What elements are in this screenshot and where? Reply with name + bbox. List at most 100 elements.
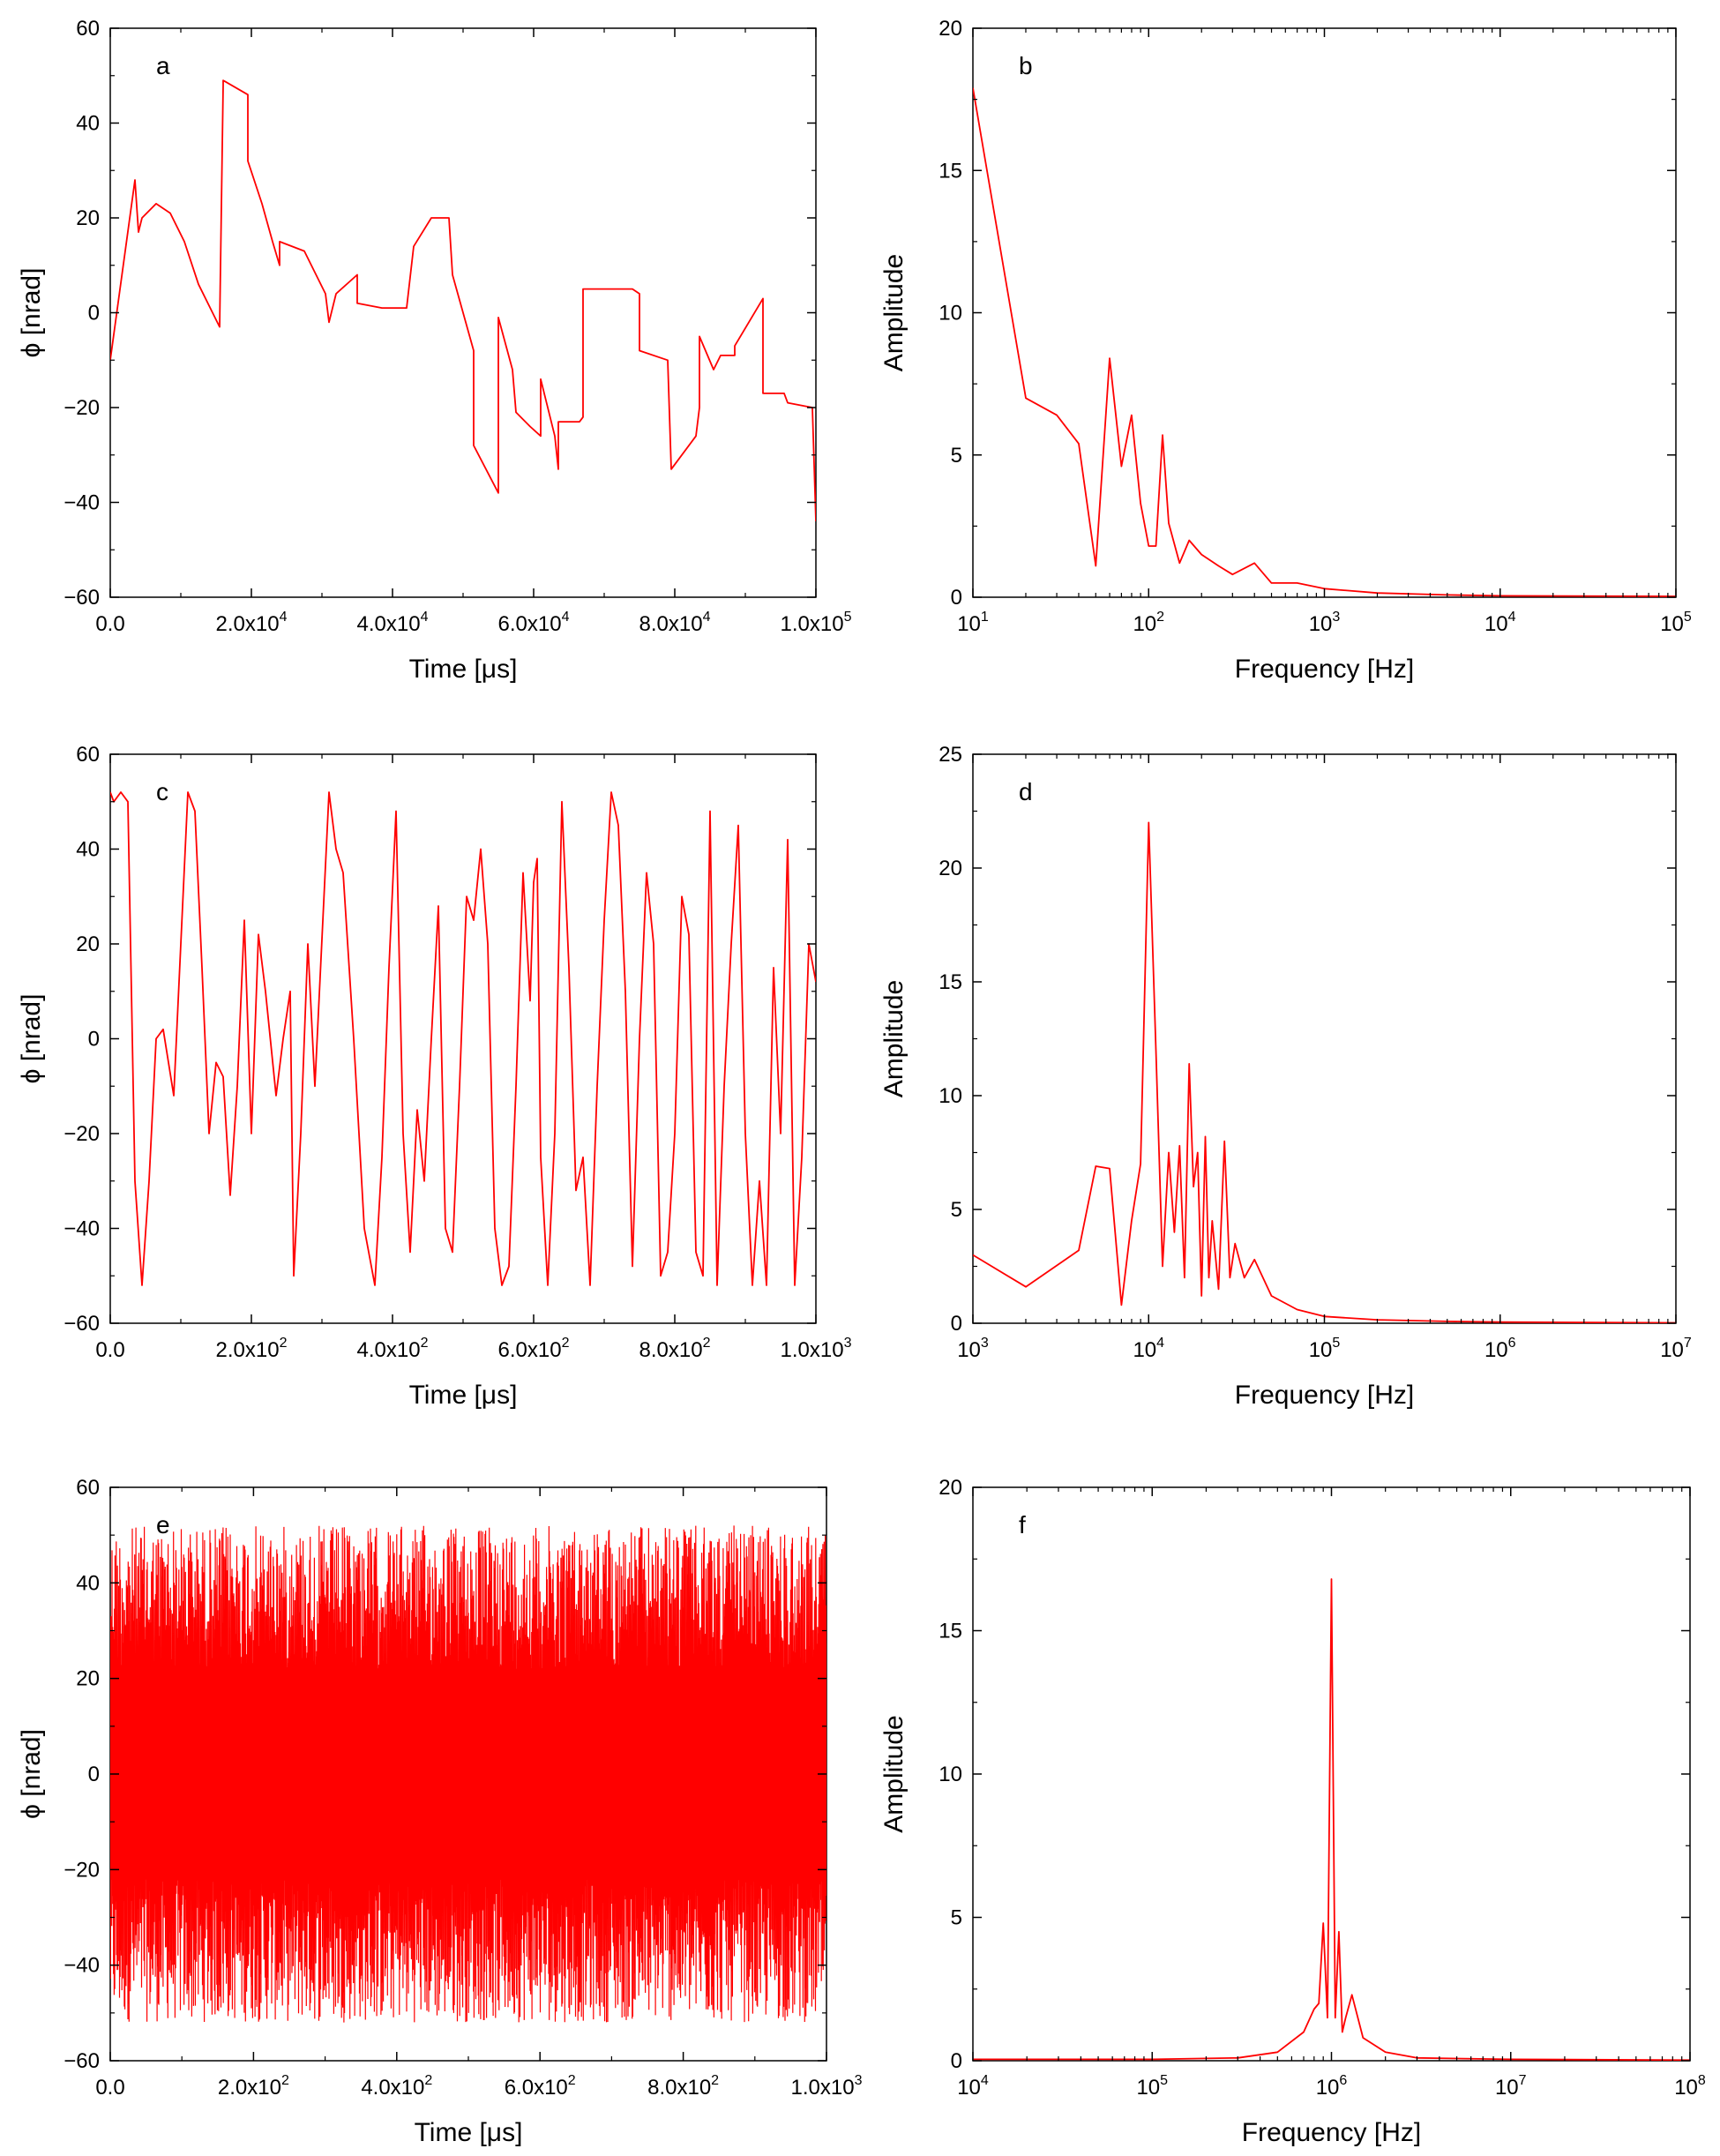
x-tick-mantissa: 10	[1484, 1338, 1508, 1362]
y-tick-label: 20	[939, 1476, 962, 1500]
panel-label: f	[1019, 1511, 1026, 1538]
x-tick-exponent: 4	[703, 610, 711, 625]
panel-label: b	[1019, 52, 1033, 79]
x-tick-exponent: 4	[1156, 1336, 1164, 1351]
series-group	[110, 791, 816, 1286]
x-tick-mantissa: 2.0x10	[216, 1338, 280, 1362]
y-tick-label: 20	[76, 1667, 100, 1691]
x-tick-mantissa: 6.0x10	[498, 1338, 562, 1362]
x-tick-exponent: 6	[1339, 2073, 1347, 2088]
y-tick-label: 20	[76, 932, 100, 956]
x-tick-label: 108	[1674, 2073, 1706, 2100]
y-tick-label: 10	[939, 1084, 962, 1108]
y-tick-label: 25	[939, 743, 962, 767]
y-tick-label: 10	[939, 1763, 962, 1786]
x-tick-exponent: 2	[1156, 610, 1164, 625]
y-tick-label: 20	[939, 857, 962, 880]
panel-label: a	[156, 52, 170, 79]
x-tick-label: 105	[1309, 1336, 1341, 1362]
panel-label: c	[156, 778, 168, 805]
y-axis-title: Amplitude	[879, 980, 909, 1097]
x-tick-label: 4.0x102	[361, 2073, 432, 2100]
x-tick-mantissa: 10	[1133, 612, 1156, 636]
x-tick-mantissa: 10	[1133, 1338, 1156, 1362]
x-axis-title: Frequency [Hz]	[1235, 655, 1414, 684]
x-tick-label: 104	[957, 2073, 989, 2100]
x-tick-mantissa: 8.0x10	[647, 2076, 711, 2100]
y-tick-label: −60	[64, 2049, 100, 2073]
x-tick-label: 107	[1660, 1336, 1692, 1362]
x-tick-mantissa: 10	[1660, 612, 1684, 636]
y-tick-label: 60	[76, 743, 100, 767]
x-tick-exponent: 7	[1684, 1336, 1692, 1351]
y-tick-label: 5	[951, 1906, 962, 1930]
x-tick-mantissa: 10	[1674, 2076, 1698, 2100]
x-tick-exponent: 2	[280, 1336, 288, 1351]
x-tick-label: 107	[1495, 2073, 1527, 2100]
x-tick-exponent: 2	[562, 1336, 570, 1351]
x-tick-mantissa: 0.0	[95, 1338, 124, 1362]
y-tick-label: 0	[951, 1312, 962, 1336]
x-tick-mantissa: 6.0x10	[505, 2076, 568, 2100]
x-tick-label: 101	[957, 610, 989, 636]
x-tick-mantissa: 10	[1495, 2076, 1519, 2100]
x-tick-mantissa: 10	[1316, 2076, 1340, 2100]
series-group	[110, 1525, 826, 2023]
x-tick-exponent: 2	[421, 1336, 429, 1351]
x-tick-label: 106	[1484, 1336, 1516, 1362]
series-line	[973, 87, 1676, 597]
y-tick-label: 0	[88, 302, 100, 326]
y-tick-label: 5	[951, 444, 962, 468]
x-tick-label: 8.0x102	[639, 1336, 711, 1362]
x-tick-label: 106	[1316, 2073, 1348, 2100]
x-tick-exponent: 2	[711, 2073, 719, 2088]
x-tick-label: 2.0x104	[216, 610, 288, 636]
y-tick-label: 60	[76, 1476, 100, 1500]
x-tick-exponent: 7	[1519, 2073, 1527, 2088]
x-tick-mantissa: 0.0	[95, 2076, 124, 2100]
series-group	[973, 1578, 1690, 2061]
y-axis-title: Amplitude	[879, 1715, 909, 1832]
y-tick-label: −60	[64, 586, 100, 610]
y-axis-title: Amplitude	[879, 254, 909, 371]
y-tick-label: 20	[939, 17, 962, 41]
x-tick-label: 6.0x104	[498, 610, 570, 636]
panel-label: d	[1019, 778, 1033, 805]
x-tick-label: 105	[1660, 610, 1692, 636]
x-tick-mantissa: 10	[1484, 612, 1508, 636]
y-tick-label: 0	[88, 1763, 100, 1786]
y-tick-label: 15	[939, 970, 962, 994]
x-tick-exponent: 4	[421, 610, 429, 625]
x-axis-title: Time [μs]	[409, 655, 518, 684]
y-axis-title: ϕ [nrad]	[17, 268, 46, 358]
x-tick-label: 4.0x102	[357, 1336, 429, 1362]
plot-frame	[972, 753, 1677, 1324]
x-tick-mantissa: 10	[1660, 1338, 1684, 1362]
series-group	[973, 821, 1676, 1323]
y-tick-label: 40	[76, 838, 100, 862]
x-tick-label: 1.0x105	[781, 610, 852, 636]
x-tick-exponent: 5	[1684, 610, 1692, 625]
x-tick-label: 1.0x103	[791, 2073, 863, 2100]
plot-frame	[972, 27, 1677, 598]
x-tick-mantissa: 10	[1136, 2076, 1160, 2100]
x-tick-exponent: 3	[1332, 610, 1340, 625]
x-tick-exponent: 3	[981, 1336, 989, 1351]
x-tick-mantissa: 1.0x10	[781, 612, 844, 636]
x-axis-title: Frequency [Hz]	[1242, 2118, 1421, 2147]
x-tick-label: 103	[957, 1336, 989, 1362]
series-line	[110, 1525, 826, 2023]
x-tick-exponent: 4	[562, 610, 570, 625]
x-tick-label: 2.0x102	[218, 2073, 289, 2100]
x-tick-mantissa: 4.0x10	[361, 2076, 424, 2100]
x-tick-exponent: 5	[1160, 2073, 1168, 2088]
x-tick-label: 0.0	[95, 1338, 124, 1362]
x-tick-label: 1.0x103	[781, 1336, 852, 1362]
x-tick-mantissa: 0.0	[95, 612, 124, 636]
x-tick-mantissa: 10	[1309, 1338, 1333, 1362]
x-tick-label: 8.0x104	[639, 610, 711, 636]
x-tick-exponent: 5	[1332, 1336, 1340, 1351]
